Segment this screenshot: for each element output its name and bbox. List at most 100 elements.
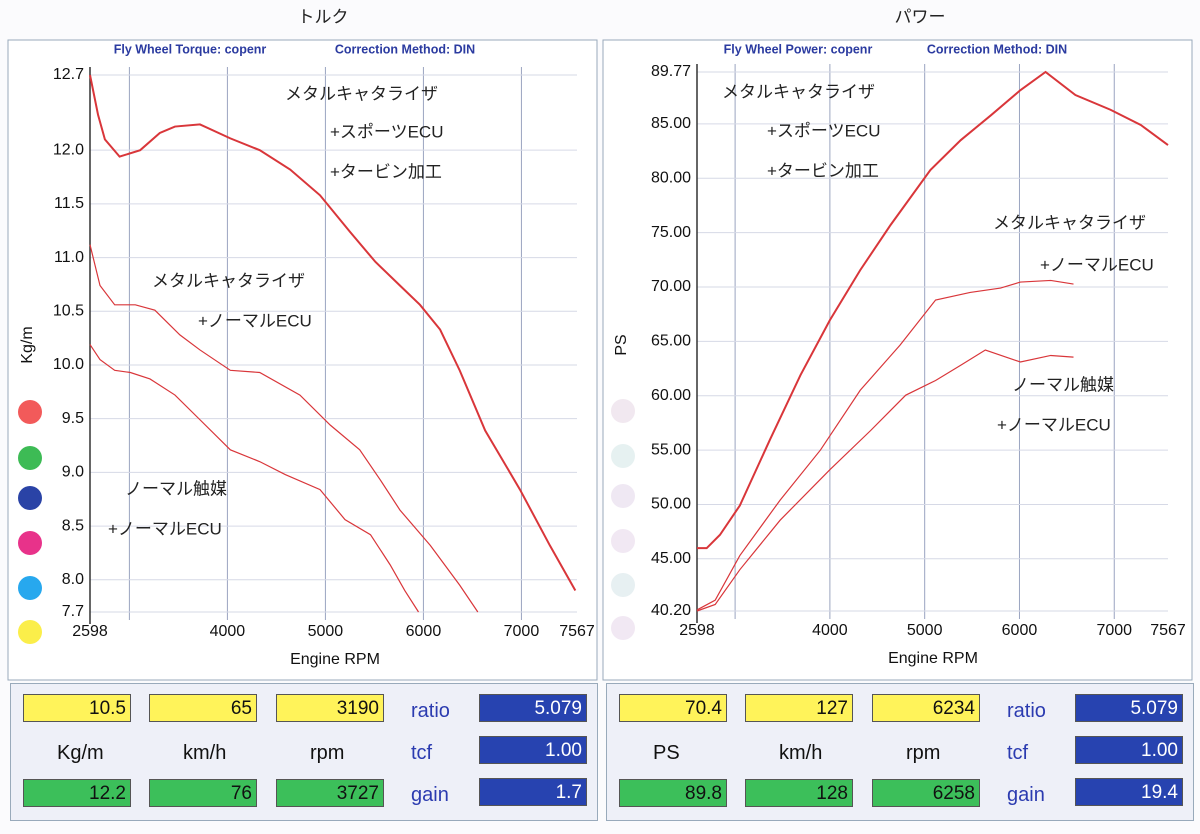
y-tick-label: 9.5 xyxy=(62,410,84,427)
y-tick-label: 9.0 xyxy=(62,464,84,481)
y-tick-label: 89.77 xyxy=(651,63,691,80)
line xyxy=(89,74,577,592)
readout-value: 3190 xyxy=(276,694,384,722)
readout-value: 1.00 xyxy=(479,736,587,764)
readout-unit: PS xyxy=(653,742,680,764)
x-tick-label: 7567 xyxy=(559,623,595,640)
annotation: ノーマル触媒 xyxy=(1012,375,1114,394)
readout-value: 89.8 xyxy=(619,779,727,807)
annotation: +スポーツECU xyxy=(767,121,880,140)
annotation: ノーマル触媒 xyxy=(125,479,227,498)
readout-value: 5.079 xyxy=(1075,694,1183,722)
x-tick-label: 4000 xyxy=(812,622,848,639)
annotation: +ノーマルECU xyxy=(997,415,1111,434)
readout-value: 70.4 xyxy=(619,694,727,722)
readout-unit: rpm xyxy=(310,742,345,764)
annotation: +スポーツECU xyxy=(330,122,443,141)
y-tick-label: 12.7 xyxy=(53,66,84,83)
line xyxy=(697,70,1169,550)
y-tick-label: 55.00 xyxy=(651,441,691,458)
annotation: +ノーマルECU xyxy=(1040,255,1154,274)
readout-value: 127 xyxy=(745,694,853,722)
annotation: +タービン加工 xyxy=(767,161,879,180)
x-tick-label: 4000 xyxy=(210,623,246,640)
subtitle: Correction Method: DIN xyxy=(335,42,475,56)
annotation: +タービン加工 xyxy=(330,162,442,181)
readout-value: 12.2 xyxy=(23,779,131,807)
readout-value: 128 xyxy=(745,779,853,807)
readout-value: 19.4 xyxy=(1075,778,1183,806)
y-tick-label: 10.0 xyxy=(53,356,84,373)
x-tick-label: 7567 xyxy=(1150,622,1186,639)
readout-panel: 10.5 65 3190 Kg/m km/h rpm 12.2 76 3727 ratio tcf g… xyxy=(10,683,598,821)
y-tick-label: 45.00 xyxy=(651,550,691,567)
line xyxy=(89,244,479,613)
legend-dots xyxy=(18,399,635,644)
readout-key: tcf xyxy=(411,742,433,764)
subtitle: Fly Wheel Torque: copenr xyxy=(114,42,267,56)
readout-key: gain xyxy=(411,784,449,806)
annotation: +ノーマルECU xyxy=(108,519,222,538)
readout-value: 76 xyxy=(149,779,257,807)
y-tick-label: 75.00 xyxy=(651,224,691,241)
annotation: メタルキャタライザ xyxy=(285,84,438,103)
y-tick-label: 40.20 xyxy=(651,602,691,619)
readout-value: 6234 xyxy=(872,694,980,722)
x-tick-label: 7000 xyxy=(504,623,540,640)
y-tick-label: 80.00 xyxy=(651,169,691,186)
line xyxy=(696,349,1074,612)
readout-unit: km/h xyxy=(779,742,823,764)
x-tick-label: 2598 xyxy=(72,623,108,640)
chart-frame xyxy=(7,39,598,681)
annotation: メタルキャタライザ xyxy=(993,213,1146,232)
y-tick-label: 8.5 xyxy=(62,517,84,534)
x-tick-label: 6000 xyxy=(406,623,442,640)
readout-value: 5.079 xyxy=(479,694,587,722)
readout-value: 1.00 xyxy=(1075,736,1183,764)
y-tick-label: 11.0 xyxy=(54,249,84,266)
line xyxy=(89,344,420,613)
subtitle: Correction Method: DIN xyxy=(927,42,1067,56)
readout-unit: Kg/m xyxy=(57,742,104,764)
readout-value: 65 xyxy=(149,694,257,722)
x-tick-label: 6000 xyxy=(1002,622,1038,639)
readout-panel: 70.4 127 6234 PS km/h rpm 89.8 128 6258 ratio tcf g… xyxy=(606,683,1194,821)
readout-unit: km/h xyxy=(183,742,227,764)
chart-title: トルク xyxy=(298,7,349,26)
readout-value: 10.5 xyxy=(23,694,131,722)
y-tick-label: 8.0 xyxy=(62,571,84,588)
y-axis-label: Kg/m xyxy=(19,326,36,363)
readout-unit: rpm xyxy=(906,742,941,764)
y-tick-label: 12.0 xyxy=(53,141,84,158)
readout-key: ratio xyxy=(1007,700,1046,722)
x-axis-label: Engine RPM xyxy=(888,650,978,667)
readout-key: ratio xyxy=(411,700,450,722)
chart-frame xyxy=(602,39,1193,681)
y-tick-label: 85.00 xyxy=(651,115,691,132)
readout-value: 3727 xyxy=(276,779,384,807)
x-tick-label: 5000 xyxy=(907,622,943,639)
chart-title: パワー xyxy=(895,7,946,26)
y-axis-label: PS xyxy=(613,334,630,355)
y-tick-label: 11.5 xyxy=(54,195,84,212)
x-tick-label: 2598 xyxy=(679,622,715,639)
annotation: +ノーマルECU xyxy=(198,311,312,330)
x-tick-label: 5000 xyxy=(308,623,344,640)
annotation: メタルキャタライザ xyxy=(152,271,305,290)
readout-key: tcf xyxy=(1007,742,1029,764)
line xyxy=(696,279,1074,611)
y-tick-label: 65.00 xyxy=(651,333,691,350)
y-tick-label: 7.7 xyxy=(62,603,84,620)
y-tick-label: 60.00 xyxy=(651,387,691,404)
readout-value: 1.7 xyxy=(479,778,587,806)
x-tick-label: 7000 xyxy=(1096,622,1132,639)
readout-key: gain xyxy=(1007,784,1045,806)
annotation: メタルキャタライザ xyxy=(722,82,875,101)
y-tick-label: 50.00 xyxy=(651,496,691,513)
readout-value: 6258 xyxy=(872,779,980,807)
x-axis-label: Engine RPM xyxy=(290,651,380,668)
y-tick-label: 10.5 xyxy=(53,302,84,319)
subtitle: Fly Wheel Power: copenr xyxy=(724,42,873,56)
